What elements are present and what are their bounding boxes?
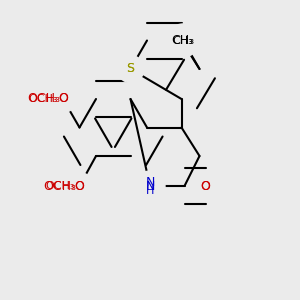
Circle shape <box>69 176 90 197</box>
Text: CH₃: CH₃ <box>171 34 195 47</box>
Text: O: O <box>75 179 84 193</box>
Circle shape <box>66 172 93 200</box>
Circle shape <box>44 169 76 202</box>
Text: N: N <box>145 179 155 193</box>
Circle shape <box>169 27 196 54</box>
Circle shape <box>52 88 74 110</box>
Text: OCH₃: OCH₃ <box>44 179 76 193</box>
Text: CH₃: CH₃ <box>172 35 194 46</box>
Circle shape <box>46 172 74 200</box>
Text: OCH₃: OCH₃ <box>45 181 75 191</box>
Text: O: O <box>201 179 210 193</box>
Circle shape <box>27 82 60 116</box>
Circle shape <box>117 56 144 82</box>
Text: H: H <box>146 186 154 197</box>
Text: S: S <box>127 62 134 76</box>
Text: O: O <box>58 92 68 106</box>
Text: S: S <box>127 62 134 76</box>
Text: OCH₃: OCH₃ <box>29 94 58 104</box>
Circle shape <box>118 57 142 81</box>
Text: O: O <box>58 92 68 106</box>
Circle shape <box>192 172 219 200</box>
Circle shape <box>167 24 200 57</box>
Circle shape <box>30 85 57 112</box>
Circle shape <box>136 172 164 200</box>
Text: OCH₃: OCH₃ <box>27 92 60 106</box>
Circle shape <box>50 85 76 112</box>
Circle shape <box>135 171 165 201</box>
Circle shape <box>195 176 216 197</box>
Text: O: O <box>75 179 84 193</box>
Text: N: N <box>145 176 155 189</box>
Text: O: O <box>201 179 210 193</box>
